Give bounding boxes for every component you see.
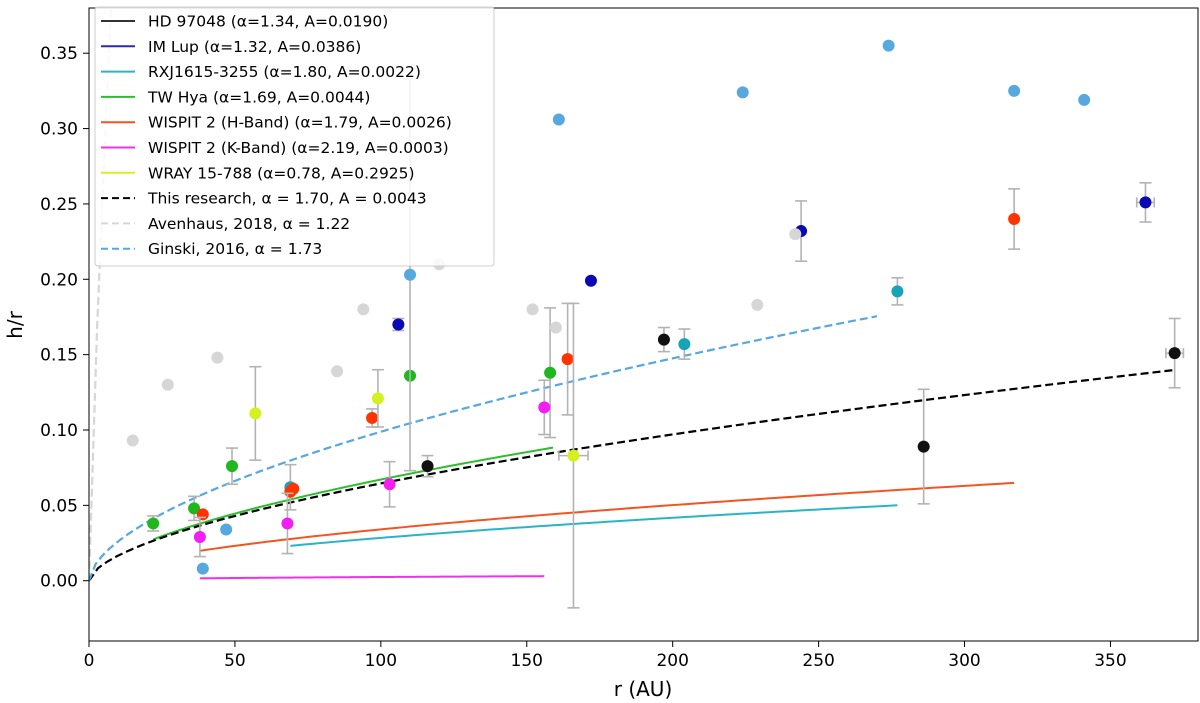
fit-line-7 [89, 368, 1175, 582]
point-avenhaus-9 [789, 228, 802, 241]
point-wray-0 [249, 407, 262, 420]
point-wispit_h-0 [196, 508, 209, 521]
y-tick-label-7: 0.35 [40, 44, 78, 64]
fit-line-9 [89, 315, 878, 582]
point-ginski-5 [882, 39, 895, 52]
point-hd-1 [657, 333, 670, 346]
fit-lines [89, 8, 1175, 582]
y-tick-label-0: 0.00 [40, 572, 78, 592]
point-imlup-1 [584, 274, 597, 287]
legend-label-1: IM Lup (α=1.32, A=0.0386) [148, 38, 361, 56]
x-axis-label: r (AU) [614, 677, 673, 701]
point-ginski-0 [196, 562, 209, 575]
x-tick-label-7: 350 [1094, 651, 1126, 671]
plot-area [89, 8, 1185, 609]
data-points [126, 39, 1185, 609]
point-wispit_k-0 [193, 531, 206, 544]
legend-box [94, 6, 495, 267]
point-avenhaus-1 [161, 378, 174, 391]
legend-label-7: This research, α = 1.70, A = 0.0043 [147, 190, 427, 208]
legend-label-0: HD 97048 (α=1.34, A=0.0190) [148, 13, 388, 31]
y-tick-label-2: 0.10 [40, 421, 78, 441]
y-axis: 0.00 0.05 0.10 0.15 0.20 0.25 0.30 0.35 [40, 44, 89, 592]
point-wispit_h-5 [1008, 213, 1021, 225]
point-rxj-2 [891, 285, 904, 298]
legend-label-2: RXJ1615-3255 (α=1.80, A=0.0022) [148, 63, 421, 81]
legend-label-6: WRAY 15-788 (α=0.78, A=0.2925) [148, 164, 415, 182]
point-wispit_h-4 [561, 353, 574, 366]
x-tick-label-1: 50 [224, 651, 246, 671]
point-ginski-1 [220, 523, 233, 536]
legend-label-9: Ginski, 2016, α = 1.73 [148, 240, 322, 258]
y-tick-label-4: 0.20 [40, 270, 78, 290]
point-imlup-3 [1139, 196, 1152, 209]
x-tick-label-3: 150 [511, 651, 543, 671]
fit-line-3 [152, 446, 554, 541]
fit-line-4 [199, 481, 1015, 552]
point-twhya-4 [544, 366, 557, 379]
legend: HD 97048 (α=1.34, A=0.0190) IM Lup (α=1.3… [94, 6, 495, 267]
point-ginski-6 [1008, 84, 1021, 97]
point-wray-2 [567, 449, 580, 462]
legend-label-8: Avenhaus, 2018, α = 1.22 [148, 215, 350, 233]
point-hd-2 [917, 440, 930, 453]
point-wispit_h-2 [287, 482, 300, 495]
point-twhya-1 [188, 502, 201, 515]
y-tick-label-3: 0.15 [40, 346, 78, 366]
x-tick-label-2: 100 [365, 651, 397, 671]
fit-line-5 [199, 575, 545, 580]
plot-frame [88, 7, 1199, 642]
point-hd-3 [1168, 347, 1181, 360]
y-tick-label-5: 0.25 [40, 195, 78, 215]
point-avenhaus-0 [126, 434, 139, 447]
point-ginski-2 [404, 268, 417, 281]
point-ginski-4 [736, 86, 749, 99]
legend-label-5: WISPIT 2 (K-Band) (α=2.19, A=0.0003) [148, 139, 449, 157]
fit-line-2 [290, 504, 898, 547]
x-tick-label-5: 250 [802, 651, 834, 671]
x-axis: 0 50 100 150 200 250 300 350 [84, 641, 1127, 671]
y-tick-label-1: 0.05 [40, 496, 78, 516]
point-wispit_k-2 [383, 478, 396, 491]
point-wispit_h-3 [366, 411, 379, 424]
plot-contents [89, 8, 1185, 609]
point-wray-1 [371, 392, 384, 405]
x-tick-label-6: 300 [948, 651, 980, 671]
point-wispit_k-1 [281, 517, 294, 530]
x-tick-label-4: 200 [656, 651, 688, 671]
legend-label-4: WISPIT 2 (H-Band) (α=1.79, A=0.0026) [148, 114, 452, 132]
point-hd-0 [421, 460, 434, 473]
y-axis-label: h/r [3, 310, 27, 338]
point-avenhaus-4 [357, 303, 370, 316]
point-avenhaus-8 [751, 298, 764, 311]
y-tick-label-6: 0.30 [40, 120, 78, 140]
x-tick-label-0: 0 [84, 651, 95, 671]
point-wispit_k-3 [538, 401, 551, 414]
legend-label-3: TW Hya (α=1.69, A=0.0044) [147, 88, 370, 106]
point-ginski-3 [552, 113, 565, 126]
point-twhya-0 [147, 517, 160, 530]
point-imlup-0 [392, 318, 405, 331]
point-twhya-2 [226, 460, 239, 473]
point-avenhaus-3 [331, 365, 344, 378]
point-avenhaus-6 [526, 303, 539, 316]
point-ginski-7 [1078, 93, 1091, 106]
point-rxj-1 [678, 338, 691, 351]
point-avenhaus-7 [549, 321, 562, 334]
point-avenhaus-2 [211, 351, 224, 364]
